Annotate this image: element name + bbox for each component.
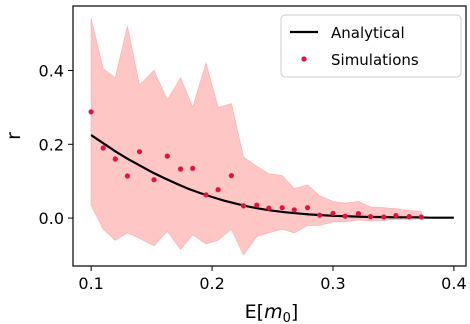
simulation-point bbox=[367, 214, 374, 220]
simulation-point bbox=[381, 214, 387, 220]
x-tick-label: 0.4 bbox=[441, 274, 466, 293]
y-tick-label: 0.4 bbox=[39, 62, 64, 81]
plot-area bbox=[88, 18, 454, 256]
simulation-point bbox=[406, 214, 412, 220]
simulation-point bbox=[342, 213, 348, 219]
axes-ticks: 0.1 0.2 0.3 0.4 0.0 0.2 0.4 bbox=[39, 62, 467, 293]
simulation-point bbox=[393, 212, 399, 219]
simulation-point bbox=[291, 207, 297, 213]
simulation-point bbox=[254, 202, 260, 208]
x-tick-label: 0.1 bbox=[78, 274, 103, 293]
simulation-point bbox=[164, 153, 170, 159]
simulation-point bbox=[203, 192, 209, 198]
simulation-point bbox=[317, 212, 323, 218]
simulation-point bbox=[355, 211, 361, 217]
simulation-point bbox=[100, 145, 106, 151]
simulation-point bbox=[136, 149, 143, 155]
legend-box bbox=[280, 14, 462, 78]
x-axis-label: E[m0] bbox=[245, 301, 299, 324]
simulation-point bbox=[305, 205, 311, 211]
simulation-point bbox=[124, 173, 130, 179]
x-tick-label: 0.3 bbox=[320, 274, 345, 293]
simulation-point bbox=[418, 214, 424, 220]
x-axis-label-var: m bbox=[264, 301, 283, 323]
legend-dot-swatch bbox=[301, 56, 307, 62]
x-axis-label-close: ] bbox=[291, 301, 298, 323]
simulation-point bbox=[240, 203, 247, 209]
plot-frame bbox=[72, 5, 467, 267]
x-axis-label-prefix: E[ bbox=[245, 301, 264, 323]
x-tick-label: 0.2 bbox=[199, 274, 224, 293]
x-axis-label-sub: 0 bbox=[283, 311, 291, 324]
y-tick-label: 0.2 bbox=[39, 135, 64, 154]
legend-label-simulations: Simulations bbox=[331, 51, 419, 69]
y-axis-label: r bbox=[3, 132, 25, 140]
simulation-point bbox=[178, 166, 184, 172]
simulation-point bbox=[88, 109, 94, 115]
simulation-point bbox=[228, 173, 234, 179]
simulation-point bbox=[112, 156, 118, 162]
legend-label-analytical: Analytical bbox=[331, 24, 405, 42]
analytical-line bbox=[90, 134, 454, 219]
simulation-point bbox=[279, 205, 285, 211]
simulation-point bbox=[266, 205, 272, 211]
simulation-point bbox=[215, 187, 221, 193]
simulation-point bbox=[190, 165, 196, 171]
simulation-point bbox=[330, 210, 336, 216]
y-tick-label: 0.0 bbox=[39, 209, 64, 228]
simulation-point bbox=[151, 177, 157, 183]
legend: Analytical Simulations bbox=[280, 14, 462, 78]
